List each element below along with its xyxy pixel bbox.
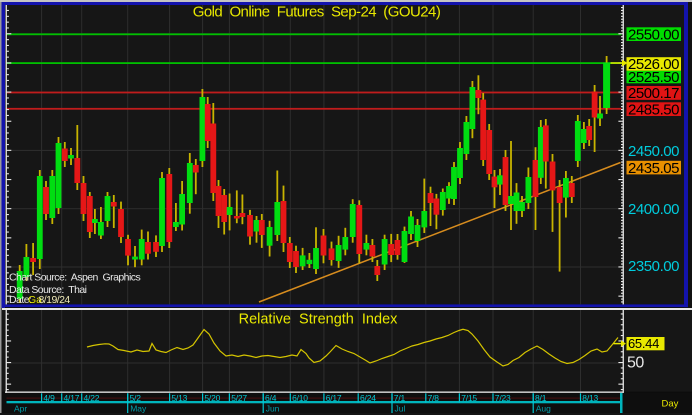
svg-text:2400.00: 2400.00	[628, 201, 679, 218]
svg-text:2525.50: 2525.50	[628, 69, 679, 86]
svg-text:Aug: Aug	[536, 404, 551, 414]
svg-text:2435.05: 2435.05	[628, 160, 679, 177]
svg-text:Gold Online Futures Sep-24: Gold Online Futures Sep-24 (GOU24)	[193, 4, 441, 21]
svg-text:7/23: 7/23	[495, 393, 511, 403]
svg-text:8/13: 8/13	[582, 393, 598, 403]
svg-text:Day: Day	[662, 399, 679, 410]
svg-text:Chart Source: Aspen Graphics: Chart Source: Aspen Graphics	[9, 272, 140, 284]
svg-text:2485.50: 2485.50	[628, 101, 679, 118]
svg-text:Relative Strength Index: Relative Strength Index	[239, 312, 399, 328]
svg-text:8/1: 8/1	[535, 393, 547, 403]
svg-text:7/1: 7/1	[394, 393, 406, 403]
svg-text:8/19/24: 8/19/24	[39, 294, 71, 306]
svg-text:Ga: Ga	[28, 294, 42, 306]
svg-text:2500.17: 2500.17	[628, 85, 679, 102]
svg-text:2350.00: 2350.00	[628, 258, 679, 275]
svg-text:5/2: 5/2	[130, 393, 142, 403]
svg-text:6/24: 6/24	[360, 393, 376, 403]
svg-text:7/8: 7/8	[428, 393, 440, 403]
svg-text:50: 50	[627, 355, 644, 372]
svg-text:6/10: 6/10	[292, 393, 308, 403]
svg-text:2450.00: 2450.00	[628, 143, 679, 160]
svg-text:6/4: 6/4	[265, 393, 277, 403]
svg-text:5/20: 5/20	[204, 393, 220, 403]
svg-text:6/17: 6/17	[326, 393, 342, 403]
svg-text:4/22: 4/22	[84, 393, 100, 403]
svg-text:Data Source: Thai: Data Source: Thai	[9, 284, 87, 296]
svg-text:7/15: 7/15	[461, 393, 477, 403]
svg-text:5/27: 5/27	[231, 393, 247, 403]
svg-text:4/9: 4/9	[43, 393, 55, 403]
svg-text:5/13: 5/13	[171, 393, 187, 403]
svg-text:65.44: 65.44	[628, 336, 659, 351]
svg-text:May: May	[130, 404, 147, 414]
svg-text:Jun: Jun	[266, 404, 280, 414]
svg-text:2526.00: 2526.00	[628, 56, 679, 73]
svg-text:Jul: Jul	[395, 404, 406, 414]
svg-text:Date:: Date:	[9, 294, 31, 306]
svg-text:Apr: Apr	[14, 404, 27, 414]
svg-text:4/17: 4/17	[64, 393, 80, 403]
svg-text:2550.00: 2550.00	[628, 26, 679, 43]
